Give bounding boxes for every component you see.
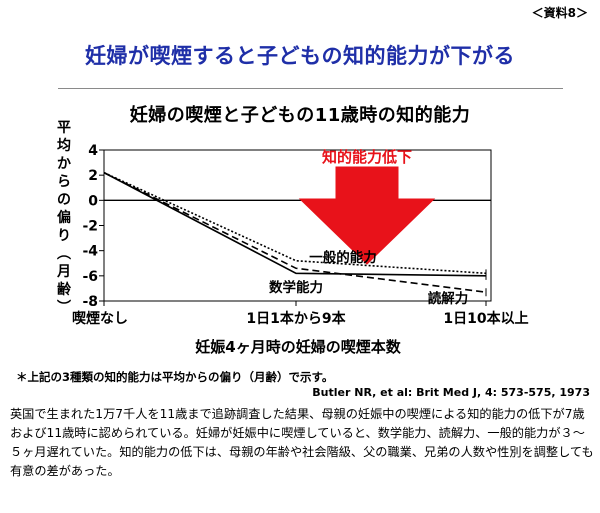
y-tick-label: -6 [82, 269, 98, 285]
annotation-label: 知的能力低下 [322, 148, 412, 166]
headline: 妊婦が喫煙すると子どもの知的能力が下がる [85, 44, 515, 68]
citation: Butler NR, et al: Brit Med J, 4: 573-575… [312, 386, 590, 399]
y-tick-label: -8 [82, 294, 98, 310]
y-tick-label: 4 [88, 143, 98, 159]
series-line [103, 171, 487, 275]
summary-paragraph: 英国で生まれた1万7千人を11歳まで追跡調査した結果、母親の妊娠中の喫煙による知… [10, 407, 594, 478]
y-axis-title: 平均からの偏り︵月齢︶ [56, 120, 72, 316]
footnote: ＊上記の3種類の知的能力は平均からの偏り（月齢）で示す。 [16, 370, 334, 384]
y-tick-label: -4 [82, 244, 98, 260]
chart-title: 妊婦の喫煙と子どもの11歳時の知的能力 [129, 105, 471, 126]
series-line [103, 171, 487, 277]
plot-frame [103, 149, 492, 302]
decrease-arrow: 知的能力低下 [298, 148, 436, 265]
document-label: ＜資料8＞ [531, 6, 588, 20]
y-tick-label: 2 [88, 168, 98, 184]
x-tick-label: 喫煙なし [72, 310, 128, 327]
title-divider [58, 88, 563, 89]
series-lines [103, 171, 487, 297]
series-label: 読解力 [428, 290, 469, 307]
x-tick-label: 1日10本以上 [443, 310, 528, 327]
series-label: 数学能力 [269, 279, 323, 296]
x-tick-label: 1日1本から9本 [246, 310, 346, 327]
y-tick-label: 0 [88, 193, 98, 209]
arrow-shape [298, 166, 436, 265]
series-line [103, 171, 487, 293]
series-label: 一般的能力 [309, 249, 377, 266]
x-axis-title: 妊娠4ヶ月時の妊婦の喫煙本数 [195, 338, 401, 356]
y-tick-label: -2 [82, 219, 98, 235]
